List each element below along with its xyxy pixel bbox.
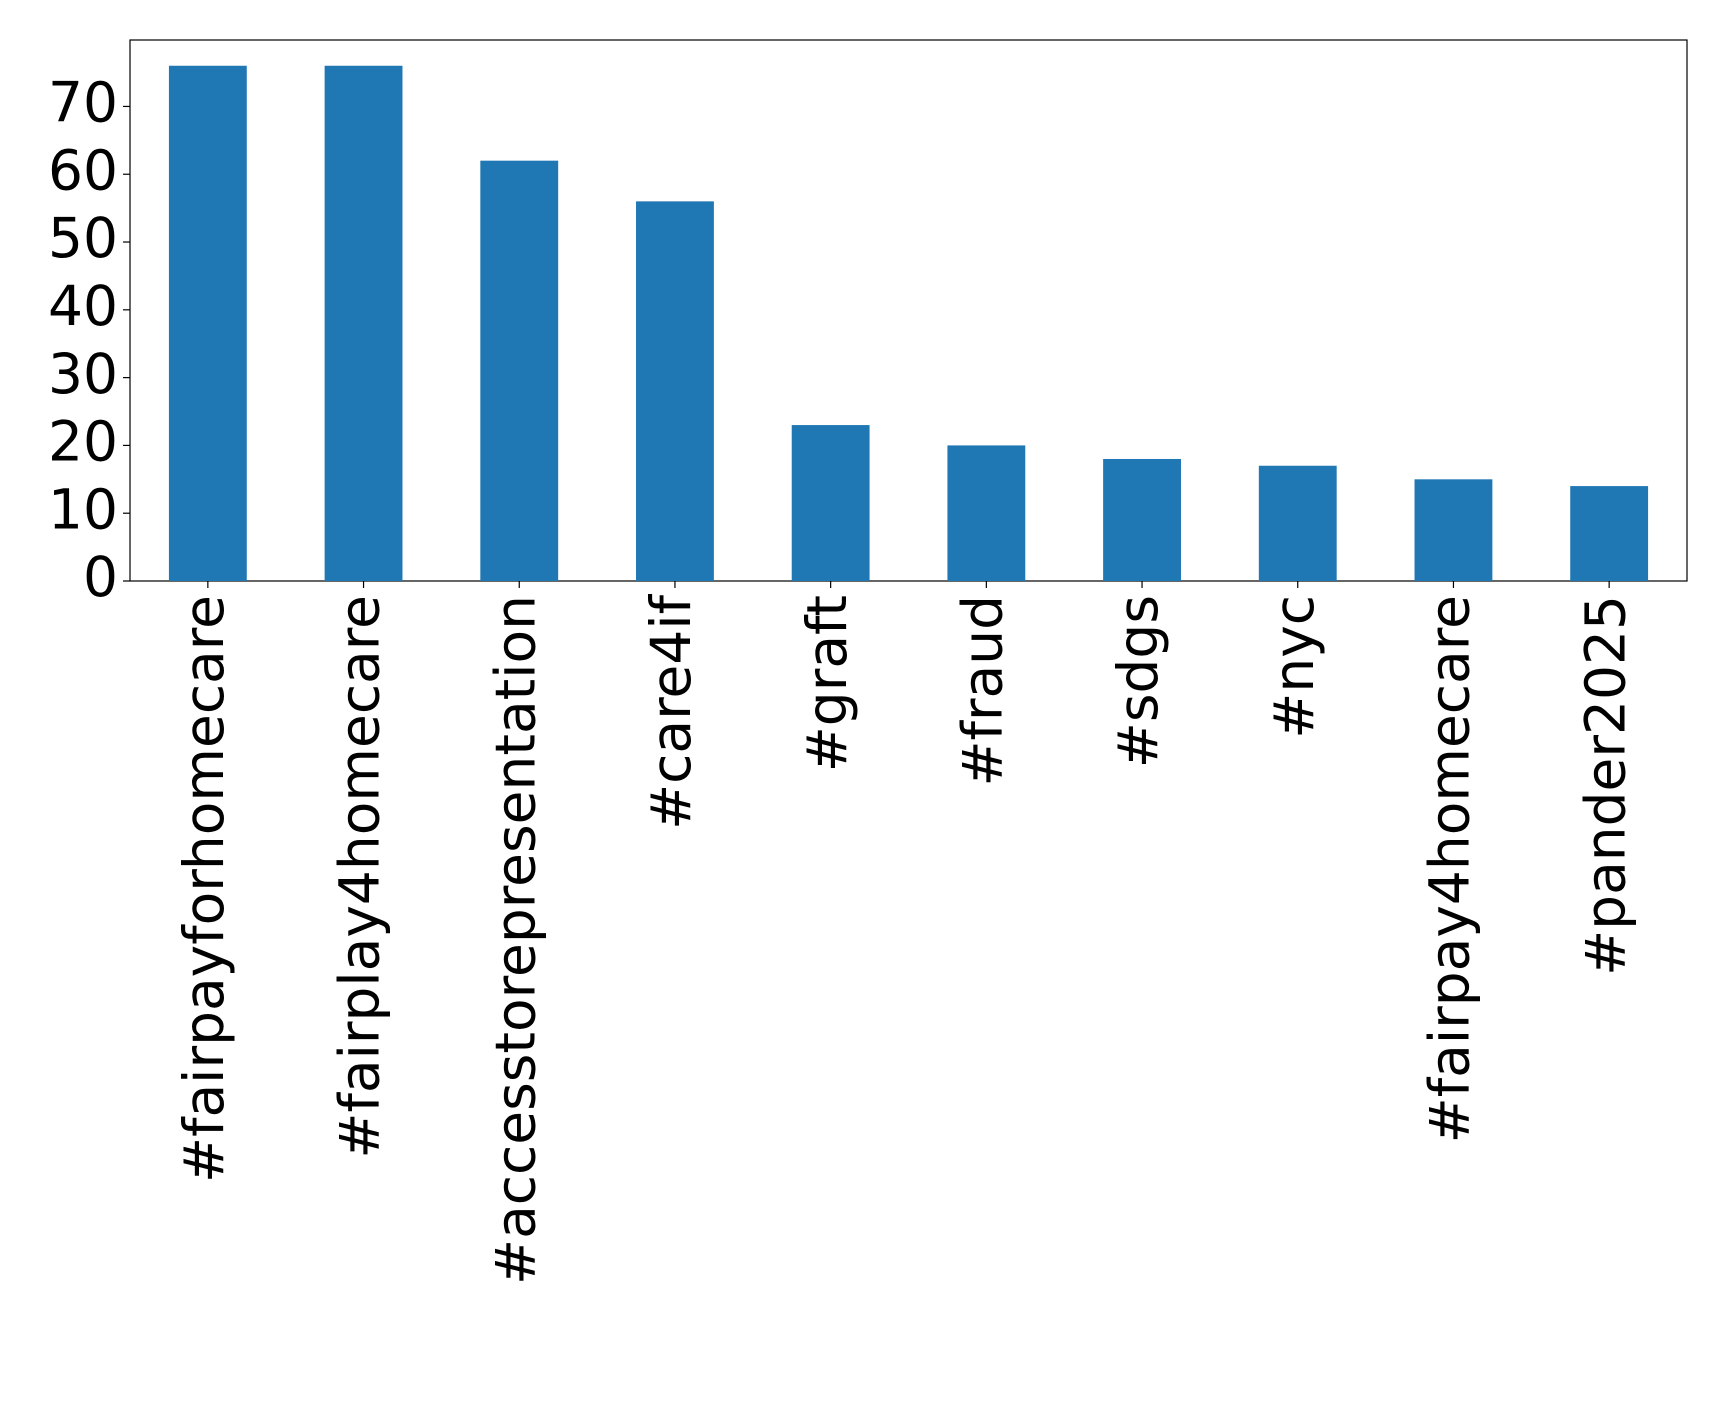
bar (636, 201, 714, 581)
bar (1414, 479, 1493, 581)
y-tick-label: 30 (48, 342, 118, 406)
x-tick-label: #graft (795, 595, 859, 772)
x-tick-label: #care4if (639, 593, 703, 830)
x-tick-label: #fairplay4homecare (328, 595, 392, 1159)
y-tick-label: 70 (48, 71, 118, 135)
plot-frame (129, 39, 1688, 582)
x-tick-label: #fraud (950, 595, 1014, 787)
bar (1103, 458, 1181, 581)
x-tick-label: #fairpayforhomecare (172, 595, 236, 1183)
y-tick-label: 50 (48, 206, 118, 270)
y-tick-label: 0 (83, 545, 118, 609)
y-tick-label: 60 (48, 138, 118, 202)
y-tick-label: 40 (48, 274, 118, 338)
bar (1570, 486, 1649, 581)
bar (791, 425, 870, 581)
y-tick-label: 10 (48, 477, 118, 541)
x-tick-label: #pander2025 (1573, 595, 1637, 976)
bar (947, 445, 1026, 581)
x-tick-label: #accesstorepresentation (483, 595, 547, 1285)
x-tick-label: #nyc (1262, 595, 1326, 739)
y-tick-label: 20 (48, 410, 118, 474)
bar (168, 65, 247, 581)
bar (324, 65, 403, 581)
x-tick-label: #fairpay4homecare (1418, 595, 1482, 1143)
x-tick-label: #sdgs (1106, 595, 1170, 768)
bar (1258, 465, 1337, 581)
bar (480, 160, 559, 581)
